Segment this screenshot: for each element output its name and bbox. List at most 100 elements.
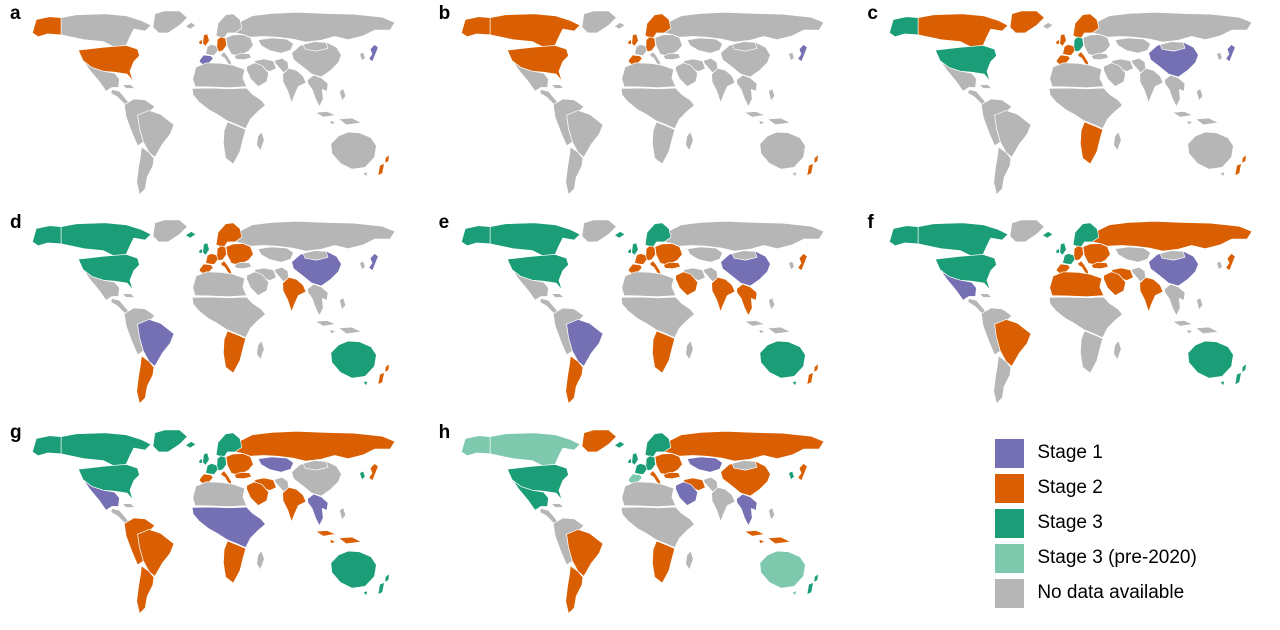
region-madagascar <box>256 131 265 151</box>
region-uk <box>198 33 210 47</box>
region-central-asia <box>257 246 294 263</box>
region-west-central-africa <box>191 506 266 548</box>
region-japan <box>797 44 808 62</box>
region-south-africa <box>223 330 247 374</box>
region-middle-east <box>675 481 698 506</box>
region-iceland <box>1042 231 1054 239</box>
region-west-central-africa <box>191 297 266 339</box>
legend-swatch-stage3-pre2020 <box>995 543 1025 573</box>
region-australia <box>330 341 377 387</box>
region-new-zealand <box>806 572 819 595</box>
region-eastern-europe <box>1083 34 1112 57</box>
region-australia <box>1187 341 1235 387</box>
region-russia <box>663 430 824 462</box>
region-eastern-europe <box>225 243 254 266</box>
region-brazil <box>565 319 603 367</box>
region-caribbean <box>979 293 993 299</box>
region-france <box>1062 253 1076 266</box>
region-brazil <box>994 110 1032 158</box>
region-new-zealand <box>377 154 390 177</box>
region-indonesia <box>315 111 362 126</box>
region-alaska <box>889 16 919 38</box>
region-north-africa <box>621 62 676 89</box>
region-new-zealand <box>377 363 390 386</box>
region-canada <box>918 222 1009 257</box>
legend-item-stage1: Stage 1 <box>995 438 1268 468</box>
region-madagascar <box>1113 131 1122 151</box>
region-indonesia <box>743 529 791 544</box>
region-mexico <box>512 61 549 92</box>
region-caribbean <box>979 84 993 89</box>
region-korea <box>787 261 795 271</box>
map-panel-h: h <box>438 421 840 622</box>
panel-label-f: f <box>867 212 874 234</box>
legend-swatch-stage1 <box>995 438 1025 468</box>
region-central-asia <box>1115 37 1152 54</box>
world-map-a <box>32 10 396 195</box>
region-spain <box>1056 263 1071 275</box>
map-panel-d: d <box>10 212 411 412</box>
panel-label-g: g <box>10 421 22 443</box>
region-scandinavia <box>215 432 243 458</box>
region-australia <box>330 550 377 596</box>
region-central-america <box>967 89 987 106</box>
map-panel-c: c <box>867 4 1268 203</box>
region-australia <box>759 550 806 596</box>
region-central-asia <box>257 37 294 54</box>
legend-item-stage3-pre2020: Stage 3 (pre-2020) <box>995 543 1268 573</box>
region-japan <box>1225 44 1236 62</box>
region-philippines <box>339 297 347 311</box>
region-indonesia <box>1172 320 1220 335</box>
region-iceland <box>185 231 197 239</box>
region-alaska <box>460 435 491 456</box>
region-greenland <box>581 10 617 34</box>
region-spain <box>198 473 214 484</box>
region-central-america <box>539 298 559 315</box>
region-brazil <box>994 319 1032 367</box>
region-germany <box>216 455 227 471</box>
region-germany <box>216 36 227 53</box>
region-mongolia <box>731 41 757 52</box>
region-spain <box>1056 54 1071 65</box>
region-scandinavia <box>644 432 671 458</box>
world-map-b <box>460 10 824 195</box>
region-australia <box>759 341 806 387</box>
region-philippines <box>1196 297 1204 311</box>
region-greenland <box>1009 10 1046 34</box>
world-map-e <box>460 219 824 405</box>
region-north-africa <box>192 62 248 89</box>
region-north-africa <box>621 271 676 298</box>
region-middle-east <box>246 481 270 506</box>
region-se-asia <box>307 74 329 107</box>
region-mexico <box>512 479 549 511</box>
region-korea <box>787 51 795 62</box>
region-japan <box>368 44 379 62</box>
region-japan <box>368 462 379 481</box>
region-canada <box>60 13 152 48</box>
region-se-asia <box>1164 284 1186 317</box>
region-caribbean <box>550 84 564 89</box>
region-france <box>205 253 219 266</box>
region-argentina <box>136 355 155 405</box>
region-madagascar <box>1113 340 1122 361</box>
panel-label-h: h <box>438 421 451 443</box>
panel-label-d: d <box>10 212 22 234</box>
region-mongolia <box>302 41 329 52</box>
region-turkey <box>1091 52 1110 61</box>
region-argentina <box>993 146 1012 195</box>
region-uk <box>627 242 639 257</box>
legend: Stage 1 Stage 2 Stage 3 Stage 3 (pre-202… <box>867 425 1268 622</box>
region-central-asia <box>686 37 723 54</box>
legend-swatch-stage3 <box>995 508 1025 538</box>
region-canada <box>489 432 581 467</box>
region-mexico <box>83 479 120 511</box>
region-central-asia <box>1115 246 1152 263</box>
region-argentina <box>564 355 583 405</box>
region-caribbean <box>121 502 136 508</box>
region-south-africa <box>651 540 675 584</box>
region-se-asia <box>307 493 329 526</box>
region-se-asia <box>735 493 757 526</box>
region-alaska <box>889 225 919 247</box>
region-middle-east <box>1103 62 1127 87</box>
